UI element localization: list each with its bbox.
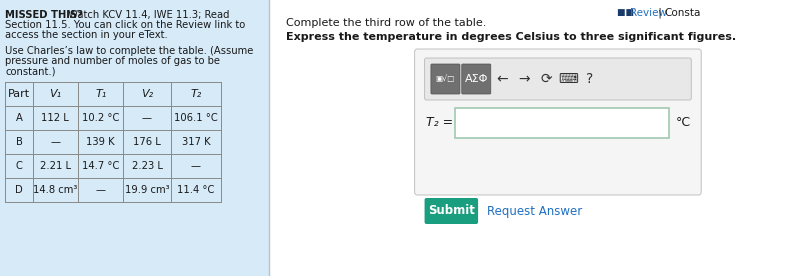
Text: T₂: T₂: [190, 89, 202, 99]
FancyBboxPatch shape: [414, 49, 702, 195]
Text: ?: ?: [586, 72, 594, 86]
Text: ←: ←: [497, 72, 508, 86]
Text: —: —: [142, 113, 152, 123]
Text: 2.23 L: 2.23 L: [131, 161, 162, 171]
Text: B: B: [16, 137, 22, 147]
Text: →: →: [518, 72, 530, 86]
Text: 19.9 cm³: 19.9 cm³: [125, 185, 170, 195]
Text: ⌨: ⌨: [558, 72, 578, 86]
Text: Watch KCV 11.4, IWE 11.3; Read: Watch KCV 11.4, IWE 11.3; Read: [66, 10, 230, 20]
FancyBboxPatch shape: [455, 108, 669, 138]
Text: C: C: [16, 161, 22, 171]
Text: ▣√□: ▣√□: [436, 75, 455, 84]
Text: T₂ =: T₂ =: [426, 115, 454, 129]
Text: 11.4 °C: 11.4 °C: [178, 185, 214, 195]
Text: Submit: Submit: [428, 205, 474, 217]
Text: ⟳: ⟳: [540, 72, 552, 86]
Text: 2.21 L: 2.21 L: [40, 161, 71, 171]
Text: °C: °C: [676, 115, 691, 129]
FancyBboxPatch shape: [431, 64, 460, 94]
Text: A: A: [16, 113, 22, 123]
Text: Section 11.5. You can click on the Review link to: Section 11.5. You can click on the Revie…: [6, 20, 246, 30]
Text: ■■: ■■: [617, 8, 637, 17]
Text: 112 L: 112 L: [42, 113, 70, 123]
Text: Consta: Consta: [664, 8, 701, 18]
Text: Part: Part: [8, 89, 30, 99]
Text: pressure and number of moles of gas to be: pressure and number of moles of gas to b…: [6, 56, 221, 66]
FancyBboxPatch shape: [425, 58, 691, 100]
Text: V₂: V₂: [141, 89, 153, 99]
Text: 14.7 °C: 14.7 °C: [82, 161, 119, 171]
FancyBboxPatch shape: [462, 64, 490, 94]
Text: Use Charles’s law to complete the table. (Assume: Use Charles’s law to complete the table.…: [6, 46, 254, 56]
Text: D: D: [15, 185, 23, 195]
Text: —: —: [191, 161, 201, 171]
Text: Complete the third row of the table.: Complete the third row of the table.: [286, 18, 486, 28]
Text: Review: Review: [630, 8, 666, 18]
Text: 106.1 °C: 106.1 °C: [174, 113, 218, 123]
Text: 176 L: 176 L: [133, 137, 161, 147]
Text: Request Answer: Request Answer: [487, 205, 582, 217]
Text: Express the temperature in degrees Celsius to three significant figures.: Express the temperature in degrees Celsi…: [286, 32, 736, 42]
Text: T₁: T₁: [95, 89, 106, 99]
Text: ΑΣΦ: ΑΣΦ: [465, 74, 488, 84]
Text: 14.8 cm³: 14.8 cm³: [33, 185, 78, 195]
Text: —: —: [96, 185, 106, 195]
FancyBboxPatch shape: [0, 0, 269, 276]
Text: V₁: V₁: [50, 89, 62, 99]
Text: —: —: [50, 137, 60, 147]
Text: access the section in your eText.: access the section in your eText.: [6, 30, 168, 40]
Text: MISSED THIS?: MISSED THIS?: [6, 10, 83, 20]
FancyBboxPatch shape: [425, 198, 478, 224]
Text: |: |: [655, 8, 665, 18]
Text: 10.2 °C: 10.2 °C: [82, 113, 119, 123]
Text: constant.): constant.): [6, 66, 56, 76]
Text: 139 K: 139 K: [86, 137, 115, 147]
Text: 317 K: 317 K: [182, 137, 210, 147]
